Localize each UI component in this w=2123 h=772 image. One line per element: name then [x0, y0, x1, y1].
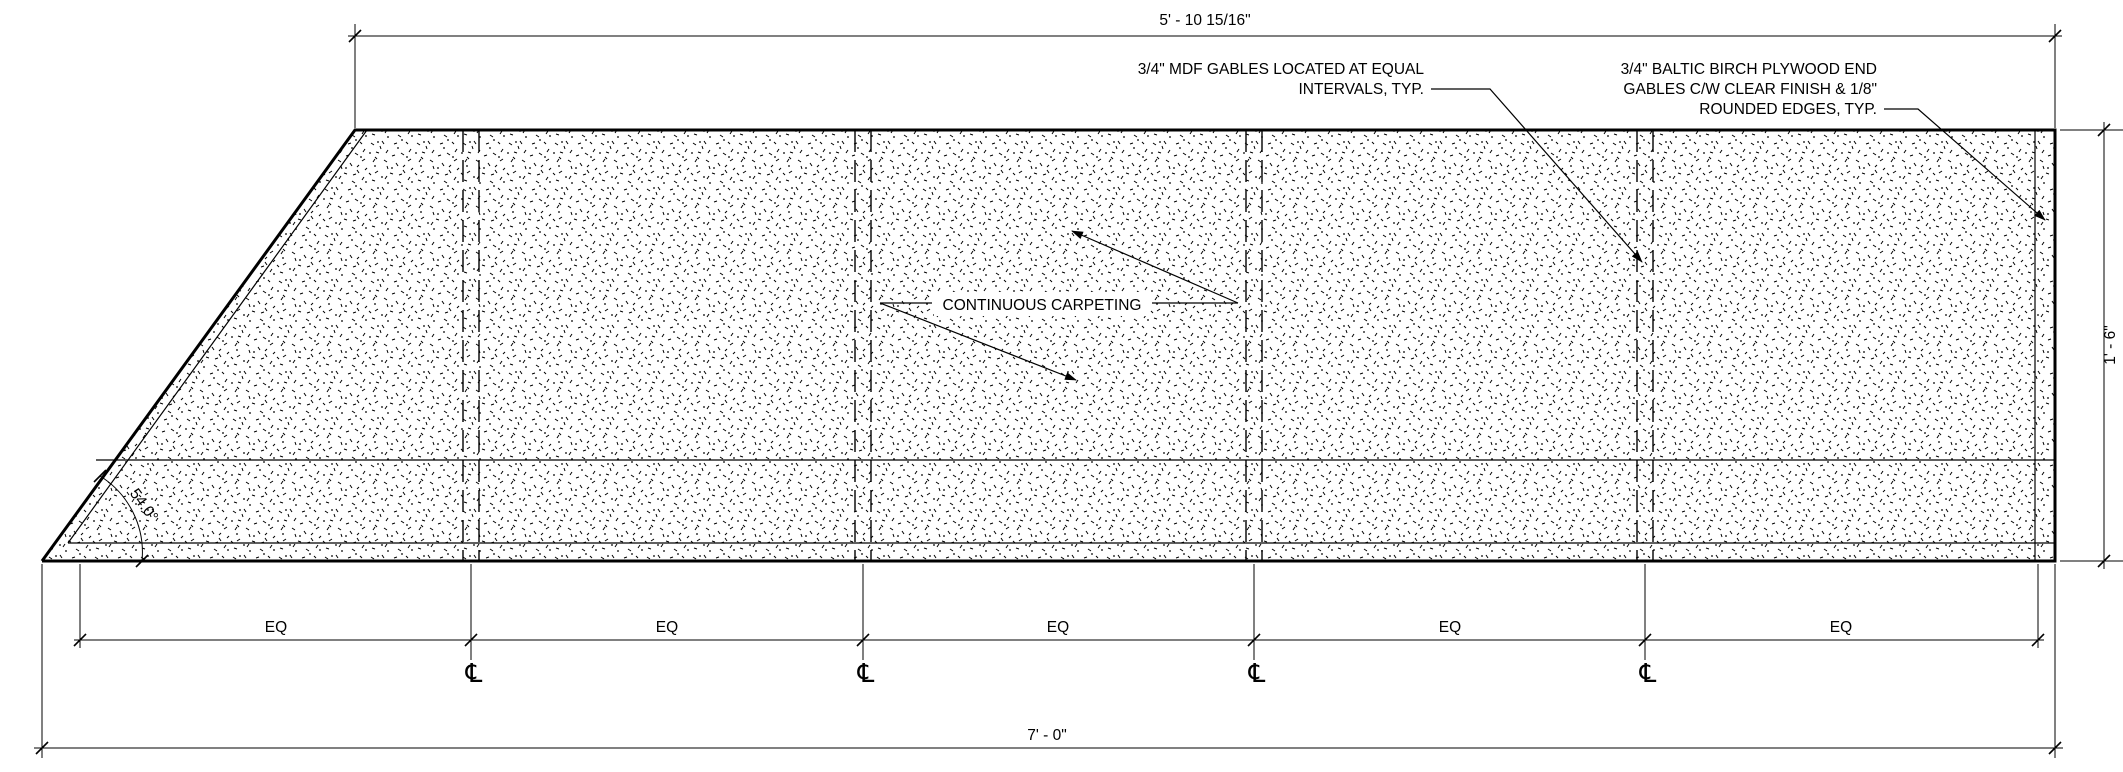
shelf-body — [42, 130, 2055, 561]
centerline-icon: ℄ — [465, 658, 483, 688]
height-dimension — [2060, 122, 2123, 569]
carpeting-leaders — [879, 230, 1239, 381]
eq-dimension — [73, 564, 2045, 660]
centerline-symbols: ℄ ℄ ℄ ℄ — [465, 658, 1657, 688]
end-gables-note-line-2: GABLES C/W CLEAR FINISH & 1/8" — [1623, 81, 1877, 98]
bottom-dimension-label: 7' - 0" — [1027, 727, 1066, 744]
centerline-icon: ℄ — [1248, 658, 1266, 688]
eq-label-1: EQ — [265, 619, 287, 636]
end-gables-note-line-1: 3/4" BALTIC BIRCH PLYWOOD END — [1621, 61, 1877, 78]
mdf-gables-note-line-1: 3/4" MDF GABLES LOCATED AT EQUAL — [1138, 61, 1425, 78]
eq-label-2: EQ — [656, 619, 678, 636]
interior-gables — [462, 130, 1654, 561]
eq-label-4: EQ — [1439, 619, 1461, 636]
top-dimension-label: 5' - 10 15/16" — [1159, 12, 1250, 29]
angle-dimension — [93, 469, 149, 568]
mdf-gables-leader — [1431, 88, 1643, 263]
height-dimension-label: 1' - 6" — [2102, 325, 2119, 364]
eq-label-5: EQ — [1830, 619, 1852, 636]
mdf-gables-note-line-2: INTERVALS, TYP. — [1299, 81, 1425, 98]
carpeting-note: CONTINUOUS CARPETING — [943, 297, 1142, 314]
end-gables-leader — [1884, 108, 2046, 221]
centerline-icon: ℄ — [1639, 658, 1657, 688]
carpeting-label-mask — [934, 292, 1150, 316]
top-dimension — [348, 24, 2062, 128]
eq-label-3: EQ — [1047, 619, 1069, 636]
centerline-icon: ℄ — [857, 658, 875, 688]
shelf-outline — [40, 128, 2057, 563]
end-gables-note-line-3: ROUNDED EDGES, TYP. — [1699, 101, 1877, 118]
bottom-dimension — [34, 564, 2063, 758]
